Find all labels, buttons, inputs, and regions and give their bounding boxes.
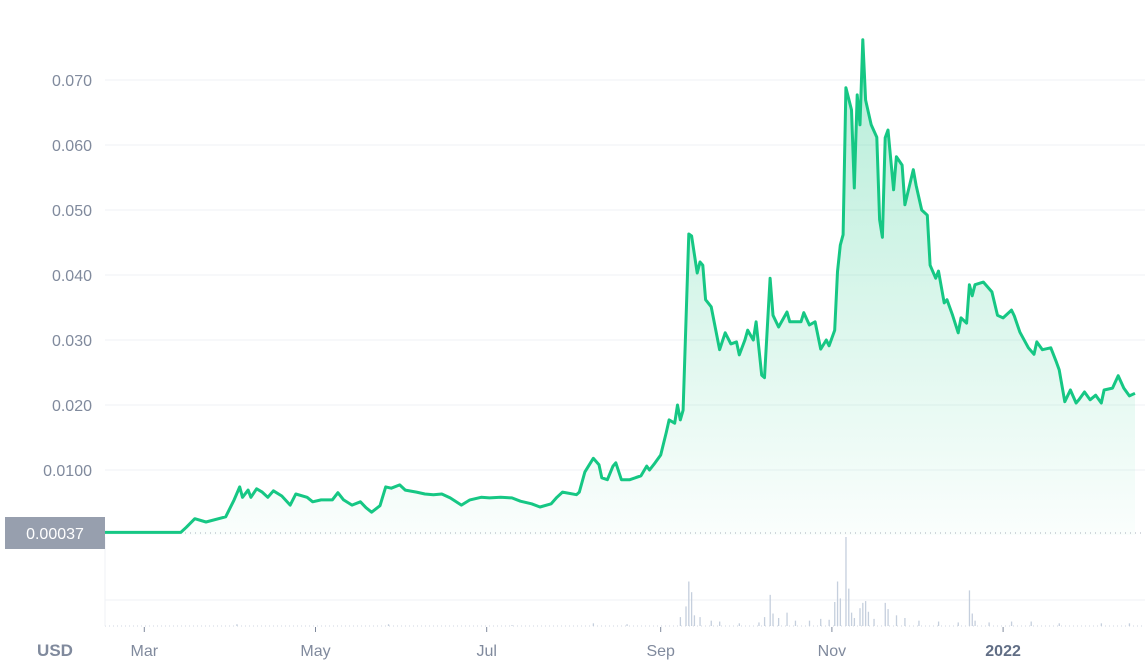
volume-bar [873,618,875,626]
volume-bar [895,615,898,626]
y-tick-label: 0.060 [52,138,92,155]
volume-bar [853,617,856,626]
volume-bar [710,620,712,626]
volume-bar [884,602,886,626]
volume-bar [850,612,853,626]
volume-bar [387,624,390,626]
volume-bar [688,581,690,626]
volume-bar [988,622,990,626]
volume-bar [828,619,830,626]
x-tick-label: Mar [131,643,159,660]
y-tick-label: 0.040 [52,268,92,285]
current-price-tag: 0.00037 [5,517,105,549]
volume-bar [236,624,238,626]
volume-bar [786,612,788,626]
volume-bar [834,601,836,626]
volume-bar [808,620,811,626]
y-tick-label: 0.030 [52,333,92,350]
volume-bar [693,615,696,626]
volume-bar [685,606,687,626]
volume-bar [848,588,850,626]
volume-bar [937,621,940,626]
volume-bar [763,617,766,626]
volume-bar [719,621,721,626]
volume-bar [626,624,628,626]
volume-bar [918,620,920,626]
volume-bar [1058,623,1060,626]
y-tick-label: 0.050 [52,203,92,220]
volume-bar [836,581,839,626]
volume-bar [1030,621,1032,626]
x-tick-label: Jul [476,643,496,660]
volume-bar [758,622,760,626]
volume-bar [839,598,842,626]
volume-bar [1128,623,1131,626]
volume-bar [1010,621,1013,626]
volume-bar [859,608,861,626]
volume-bar [968,590,971,626]
volume-bar [957,622,959,626]
x-tick-label: Sep [646,643,675,660]
y-axis-ticks: 0.0100 0.020 0.030 0.040 0.050 0.060 0.070 [43,73,92,480]
volume-bar [974,620,976,626]
volume-bar [699,617,701,626]
volume-bar [777,617,780,626]
volume-bar [864,601,867,626]
volume-bar [1100,623,1103,626]
volume-bar [845,537,847,626]
volume-bar [971,613,973,626]
price-area-fill [105,39,1135,535]
volume-bar [862,602,864,626]
volume-bar [820,618,822,626]
y-tick-label: 0.020 [52,398,92,415]
volume-bar [690,592,693,626]
x-tick-label: May [300,643,330,660]
current-price-label: 0.00037 [26,526,84,543]
x-tick-label: Nov [818,643,846,660]
volume-bar [511,625,513,626]
price-tag-box [5,517,105,549]
volume-bars [236,537,1131,626]
gridlines [104,79,1145,627]
x-axis-ticks: Mar May Jul Sep Nov 2022 [131,627,1021,660]
y-tick-label: 0.070 [52,73,92,90]
volume-bar [887,609,889,626]
currency-label: USD [37,641,73,660]
volume-bar [772,613,774,626]
x-tick-label: 2022 [985,643,1021,660]
volume-bar [867,611,870,626]
price-line [105,38,1136,534]
volume-bar [738,623,740,626]
y-tick-label: 0.0100 [43,463,92,480]
volume-bar [794,620,797,626]
volume-bar [592,623,595,626]
volume-bar [769,594,771,626]
volume-bar [904,617,906,626]
volume-bar [679,617,682,626]
